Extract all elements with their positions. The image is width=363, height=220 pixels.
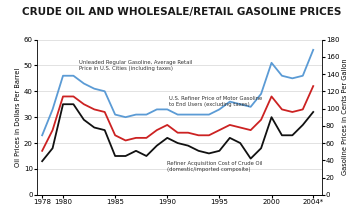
- Y-axis label: Gasoline Prices in Cents Per Gallon: Gasoline Prices in Cents Per Gallon: [342, 59, 348, 176]
- Y-axis label: Oil Prices in Dollars Per Barrel: Oil Prices in Dollars Per Barrel: [15, 68, 21, 167]
- Text: U.S. Refiner Price of Motor Gasoline
to End Users (excluding taxes): U.S. Refiner Price of Motor Gasoline to …: [170, 96, 262, 107]
- Text: Unleaded Regular Gasoline, Average Retail
Price in U.S. Cities (including taxes): Unleaded Regular Gasoline, Average Retai…: [79, 60, 192, 71]
- Text: Refiner Acquisition Cost of Crude Oil
(domestic/imported composite): Refiner Acquisition Cost of Crude Oil (d…: [167, 161, 263, 172]
- Text: CRUDE OIL AND WHOLESALE/RETAIL GASOLINE PRICES: CRUDE OIL AND WHOLESALE/RETAIL GASOLINE …: [22, 7, 341, 16]
